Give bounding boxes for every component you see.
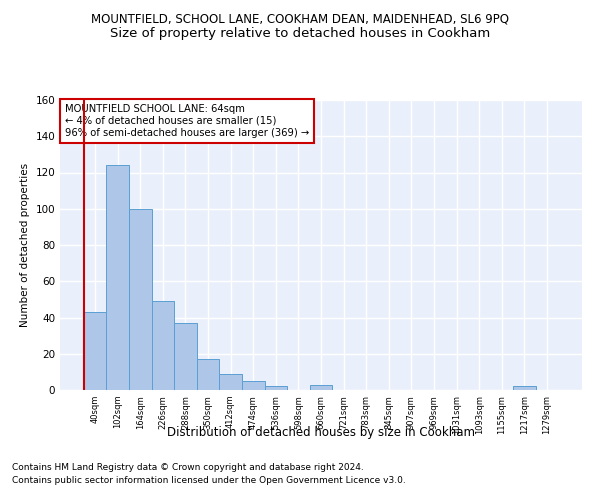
Y-axis label: Number of detached properties: Number of detached properties [20,163,30,327]
Bar [310,384,332,390]
Text: MOUNTFIELD SCHOOL LANE: 64sqm
← 4% of detached houses are smaller (15)
96% of se: MOUNTFIELD SCHOOL LANE: 64sqm ← 4% of de… [65,104,310,138]
Bar [106,165,129,390]
Bar [129,209,152,390]
Text: Size of property relative to detached houses in Cookham: Size of property relative to detached ho… [110,28,490,40]
Text: Distribution of detached houses by size in Cookham: Distribution of detached houses by size … [167,426,475,439]
Bar [220,374,242,390]
Bar [84,312,106,390]
Bar [152,301,174,390]
Text: Contains HM Land Registry data © Crown copyright and database right 2024.: Contains HM Land Registry data © Crown c… [12,464,364,472]
Bar [197,359,220,390]
Text: MOUNTFIELD, SCHOOL LANE, COOKHAM DEAN, MAIDENHEAD, SL6 9PQ: MOUNTFIELD, SCHOOL LANE, COOKHAM DEAN, M… [91,12,509,26]
Bar [174,323,197,390]
Bar [265,386,287,390]
Bar [242,381,265,390]
Bar [513,386,536,390]
Text: Contains public sector information licensed under the Open Government Licence v3: Contains public sector information licen… [12,476,406,485]
